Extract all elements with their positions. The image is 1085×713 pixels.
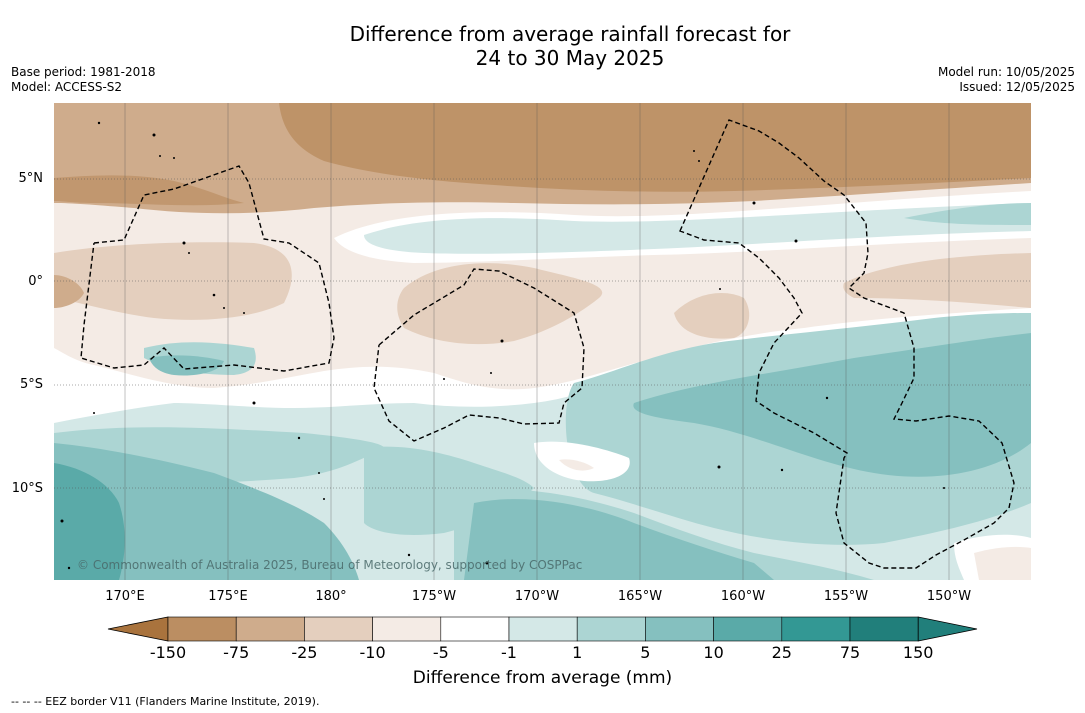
eez-borders: [80, 119, 1015, 569]
longitude-gridlines: [124, 103, 950, 580]
band-dark-green-sw: [54, 463, 125, 580]
lon-label-155w: 155°W: [823, 589, 869, 604]
lon-label-165w: 165°W: [617, 589, 663, 604]
title-line-2: 24 to 30 May 2025: [475, 46, 665, 70]
colorbar-segment: [508, 616, 578, 642]
meta-right: Model run: 10/05/2025 Issued: 12/05/2025: [938, 65, 1075, 95]
lon-label-170w: 170°W: [514, 589, 560, 604]
lon-label-160w: 160°W: [720, 589, 766, 604]
colorbar-segment: [849, 616, 919, 642]
lon-label-175e: 175°E: [208, 589, 248, 604]
colorbar-tick-label: 5: [640, 643, 651, 662]
blob-white-south: [534, 441, 630, 482]
blob-light-brown-far-east: [843, 253, 1031, 308]
base-period-text: Base period: 1981-2018: [11, 65, 156, 79]
colorbar-segment: [713, 616, 783, 642]
lat-label-0: 0°: [28, 274, 43, 289]
lon-label-180: 180°: [315, 589, 347, 604]
band-light-green-north: [364, 203, 1031, 254]
colorbar-segment: [167, 616, 237, 642]
colorbar: [107, 616, 978, 642]
chart-title: Difference from average rainfall forecas…: [270, 22, 870, 70]
title-line-1: Difference from average rainfall forecas…: [349, 22, 791, 46]
colorbar-tick-label: -150: [149, 643, 187, 662]
colorbar-segments: [107, 616, 978, 642]
band-mid-green-sw: [54, 443, 359, 580]
copyright-text: © Commonwealth of Australia 2025, Bureau…: [77, 558, 583, 572]
islands: [60, 121, 945, 570]
colorbar-tick-label: -75: [223, 643, 250, 662]
lat-label-5n: 5°N: [18, 171, 44, 186]
band-tan-west: [54, 175, 244, 206]
lon-label-150w: 150°W: [926, 589, 972, 604]
colorbar-tick-label: 10: [703, 643, 724, 662]
band-mid-green-east: [633, 333, 1031, 477]
eez-legend-text: -- -- -- EEZ border V11 (Flanders Marine…: [11, 695, 320, 708]
colorbar-segment: [304, 616, 373, 642]
blob-mid-green-west: [149, 355, 224, 376]
colorbar-tick-label: 25: [771, 643, 792, 662]
colorbar-tick-label: -25: [291, 643, 318, 662]
colorbar-tick-label: 1: [572, 643, 583, 662]
latitude-gridlines: [54, 178, 1031, 489]
issued-text: Issued: 12/05/2025: [959, 80, 1075, 94]
band-mid-green-south: [464, 499, 774, 580]
colorbar-segment: [440, 616, 510, 642]
blob-light-tan-edge: [54, 275, 84, 308]
lon-label-175w: 175°W: [411, 589, 457, 604]
colorbar-tick-label: 150: [902, 643, 934, 662]
blob-tan-small: [559, 459, 594, 471]
colorbar-segment: [645, 616, 714, 642]
colorbar-tick-label: -1: [501, 643, 517, 662]
blob-tan-se: [974, 546, 1031, 580]
colorbar-arrow-right: [917, 616, 978, 642]
map-svg: [54, 103, 1031, 580]
lat-label-5s: 5°S: [19, 377, 43, 392]
colorbar-tick-label: -10: [359, 643, 386, 662]
lon-label-170e: 170°E: [105, 589, 145, 604]
band-green-north: [904, 203, 1031, 225]
colorbar-segment: [372, 616, 442, 642]
colorbar-segment: [576, 616, 646, 642]
model-text: Model: ACCESS-S2: [11, 80, 123, 94]
blob-light-brown-west: [54, 242, 292, 320]
colorbar-segment: [235, 616, 305, 642]
rainfall-map: [54, 103, 1031, 580]
colorbar-tick-label: -5: [432, 643, 449, 662]
colorbar-label: Difference from average (mm): [412, 668, 673, 688]
blob-light-brown-east: [674, 293, 750, 339]
colorbar-arrow-left: [107, 616, 169, 642]
colorbar-tick-label: 75: [839, 643, 861, 662]
band-tan: [279, 103, 1031, 192]
blob-light-brown-center: [397, 263, 603, 345]
lat-label-10s: 10°S: [11, 481, 43, 496]
colorbar-segment: [781, 616, 851, 642]
model-run-text: Model run: 10/05/2025: [937, 65, 1075, 79]
meta-left: Base period: 1981-2018 Model: ACCESS-S2: [11, 65, 156, 95]
